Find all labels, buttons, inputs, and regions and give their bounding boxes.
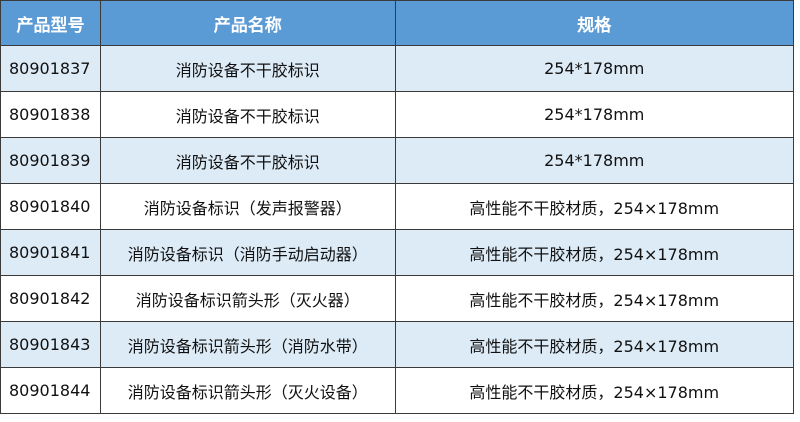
table-row: 80901837 消防设备不干胶标识 254*178mm (0, 45, 794, 92)
spec-cell: 高性能不干胶材质，254×178mm (394, 367, 794, 414)
model-cell: 80901843 (0, 321, 101, 368)
table-row: 80901841 消防设备标识（消防手动启动器） 高性能不干胶材质，254×178m… (0, 229, 794, 276)
model-cell: 80901838 (0, 91, 101, 138)
model-cell: 80901839 (0, 137, 101, 184)
name-cell: 消防设备不干胶标识 (99, 91, 396, 138)
spec-cell: 254*178mm (394, 45, 794, 92)
header-spec: 规格 (394, 0, 794, 46)
spec-cell: 254*178mm (394, 91, 794, 138)
spec-cell: 高性能不干胶材质，254×178mm (394, 229, 794, 276)
spec-cell: 高性能不干胶材质，254×178mm (394, 321, 794, 368)
product-table: 产品型号 产品名称 规格 80901837 消防设备不干胶标识 254*178mm 8… (0, 0, 794, 414)
name-cell: 消防设备标识（消防手动启动器） (99, 229, 396, 276)
model-cell: 80901837 (0, 45, 101, 92)
spec-cell: 高性能不干胶材质，254×178mm (394, 183, 794, 230)
table-row: 80901843 消防设备标识箭头形（消防水带） 高性能不干胶材质，254×178m… (0, 321, 794, 368)
model-cell: 80901844 (0, 367, 101, 414)
header-model: 产品型号 (0, 0, 101, 46)
model-cell: 80901842 (0, 275, 101, 322)
spec-cell: 高性能不干胶材质，254×178mm (394, 275, 794, 322)
name-cell: 消防设备不干胶标识 (99, 137, 396, 184)
name-cell: 消防设备标识箭头形（灭火设备） (99, 367, 396, 414)
header-row: 产品型号 产品名称 规格 (0, 0, 794, 46)
table-row: 80901840 消防设备标识（发声报警器） 高性能不干胶材质，254×178mm (0, 183, 794, 230)
table-row: 80901839 消防设备不干胶标识 254*178mm (0, 137, 794, 184)
model-cell: 80901841 (0, 229, 101, 276)
spec-cell: 254*178mm (394, 137, 794, 184)
table-row: 80901842 消防设备标识箭头形（灭火器） 高性能不干胶材质，254×178mm (0, 275, 794, 322)
model-cell: 80901840 (0, 183, 101, 230)
name-cell: 消防设备标识（发声报警器） (99, 183, 396, 230)
name-cell: 消防设备标识箭头形（灭火器） (99, 275, 396, 322)
table-row: 80901844 消防设备标识箭头形（灭火设备） 高性能不干胶材质，254×178m… (0, 367, 794, 414)
header-name: 产品名称 (99, 0, 396, 46)
table-row: 80901838 消防设备不干胶标识 254*178mm (0, 91, 794, 138)
name-cell: 消防设备不干胶标识 (99, 45, 396, 92)
name-cell: 消防设备标识箭头形（消防水带） (99, 321, 396, 368)
